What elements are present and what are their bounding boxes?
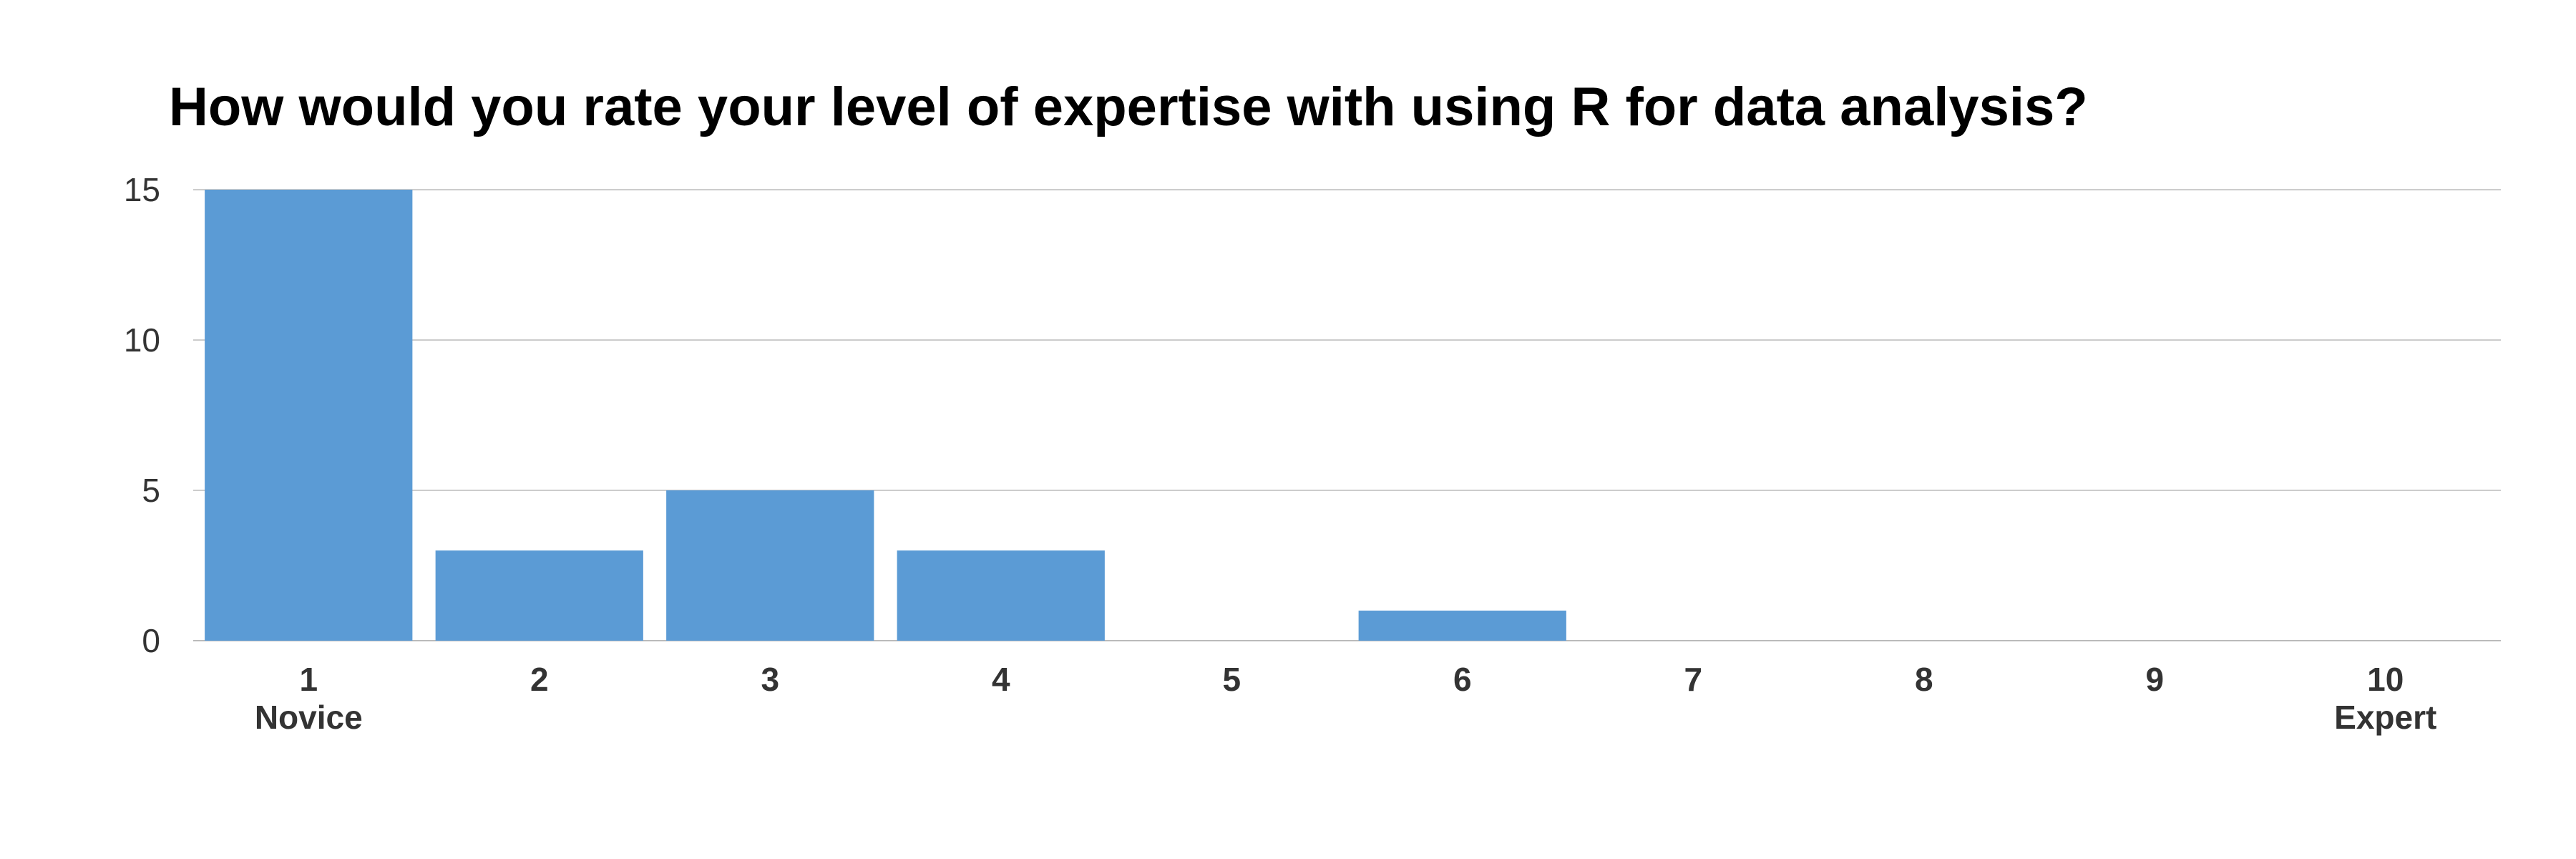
x-sub-label-expert: Expert [2334, 699, 2436, 736]
y-tick-label: 5 [142, 472, 160, 509]
bar-6 [1358, 611, 1566, 641]
x-tick-label: 9 [2145, 661, 2164, 698]
bar-1 [205, 190, 413, 641]
y-tick-label: 10 [124, 321, 160, 359]
x-tick-label: 8 [1915, 661, 1933, 698]
chart-title: How would you rate your level of experti… [169, 77, 2088, 137]
x-sub-label-novice: Novice [255, 699, 363, 736]
x-tick-label: 2 [530, 661, 549, 698]
x-tick-label: 5 [1222, 661, 1241, 698]
gridlines [193, 189, 2501, 641]
x-tick-label: 6 [1453, 661, 1472, 698]
bar-3 [666, 490, 874, 641]
bar-2 [435, 550, 643, 641]
x-tick-label: 3 [761, 661, 779, 698]
bar-4 [897, 550, 1105, 641]
y-tick-label: 0 [142, 622, 160, 659]
x-tick-label: 10 [2367, 661, 2404, 698]
x-tick-label: 1 [299, 661, 318, 698]
y-tick-label: 15 [124, 171, 160, 208]
bars [205, 190, 1566, 641]
x-tick-label: 7 [1684, 661, 1702, 698]
x-tick-label: 4 [992, 661, 1010, 698]
